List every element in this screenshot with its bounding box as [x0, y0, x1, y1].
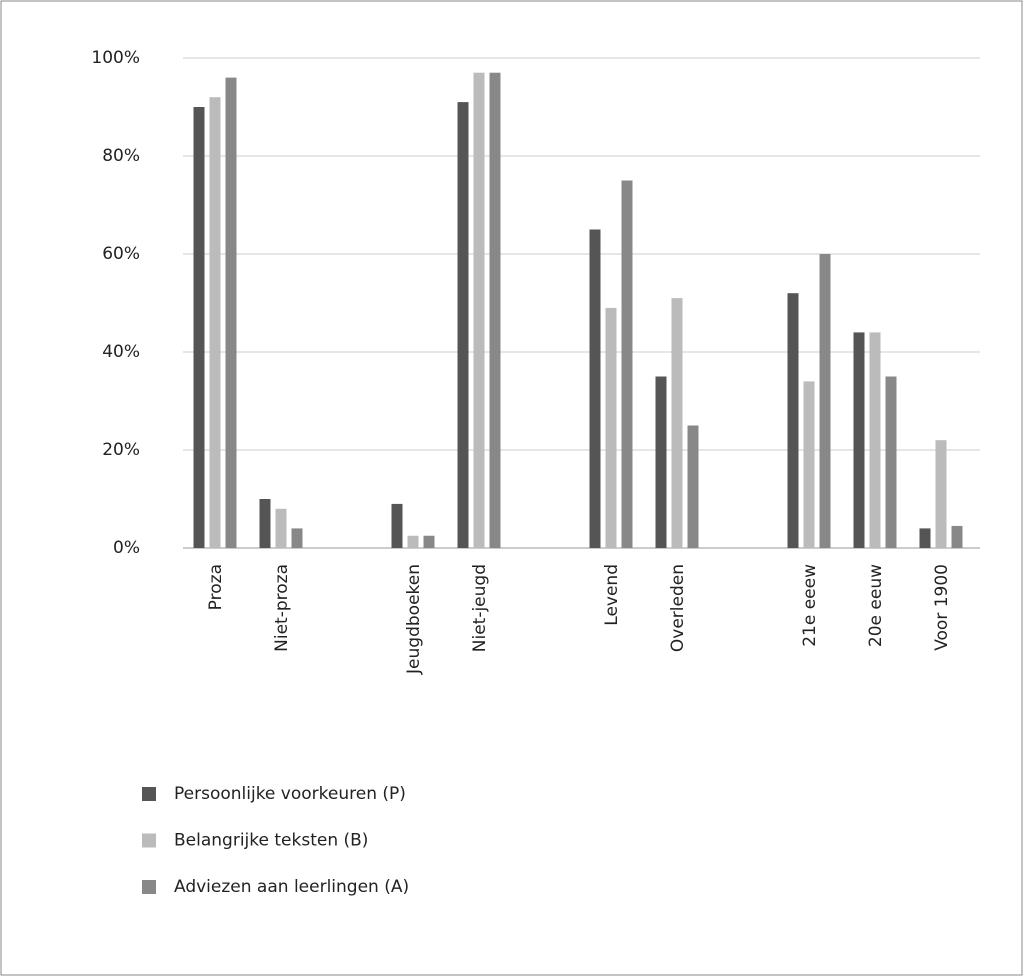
bar: [259, 499, 271, 548]
legend-label: Persoonlijke voorkeuren (P): [174, 784, 406, 804]
x-tick-label: Levend: [602, 564, 622, 626]
legend-swatch: [142, 833, 156, 848]
bar: [621, 180, 633, 548]
bar: [225, 77, 237, 548]
bar: [407, 535, 419, 548]
bar: [605, 307, 617, 548]
bar: [885, 376, 897, 548]
y-tick-label: 100%: [91, 48, 140, 68]
y-tick-label: 40%: [102, 342, 140, 362]
bar: [193, 107, 205, 548]
bar: [819, 254, 831, 548]
bar: [951, 525, 963, 548]
bar: [869, 332, 881, 548]
bar: [457, 102, 469, 548]
bar: [291, 528, 303, 548]
x-tick-label: Jeugdboeken: [404, 564, 424, 675]
legend-label: Adviezen aan leerlingen (A): [174, 877, 409, 897]
y-tick-label: 0%: [113, 538, 140, 558]
bar: [687, 425, 699, 548]
legend-swatch: [142, 880, 156, 894]
bar: [209, 97, 221, 548]
x-tick-label: Niet-proza: [272, 564, 292, 652]
x-tick-label: Niet-jeugd: [470, 564, 490, 652]
legend-swatch: [142, 787, 156, 801]
bar: [803, 381, 815, 548]
x-tick-label: Overleden: [668, 564, 688, 652]
bar: [489, 72, 501, 548]
bar: [275, 508, 287, 548]
legend-label: Belangrijke teksten (B): [174, 831, 368, 851]
bar: [423, 535, 435, 548]
bar: [655, 376, 667, 548]
x-tick-label: 20e eeuw: [866, 564, 886, 647]
x-tick-label: Proza: [206, 564, 226, 610]
bar: [473, 72, 485, 548]
x-tick-label: 21e eeew: [800, 564, 820, 647]
bar: [671, 298, 683, 548]
bar: [589, 229, 601, 548]
bar: [935, 440, 947, 548]
bar: [391, 503, 403, 548]
y-tick-label: 60%: [102, 244, 140, 264]
x-tick-label: Voor 1900: [932, 564, 952, 651]
y-tick-label: 80%: [102, 146, 140, 166]
bar: [853, 332, 865, 548]
bar: [787, 293, 799, 548]
y-tick-label: 20%: [102, 440, 140, 460]
bar: [919, 528, 931, 548]
